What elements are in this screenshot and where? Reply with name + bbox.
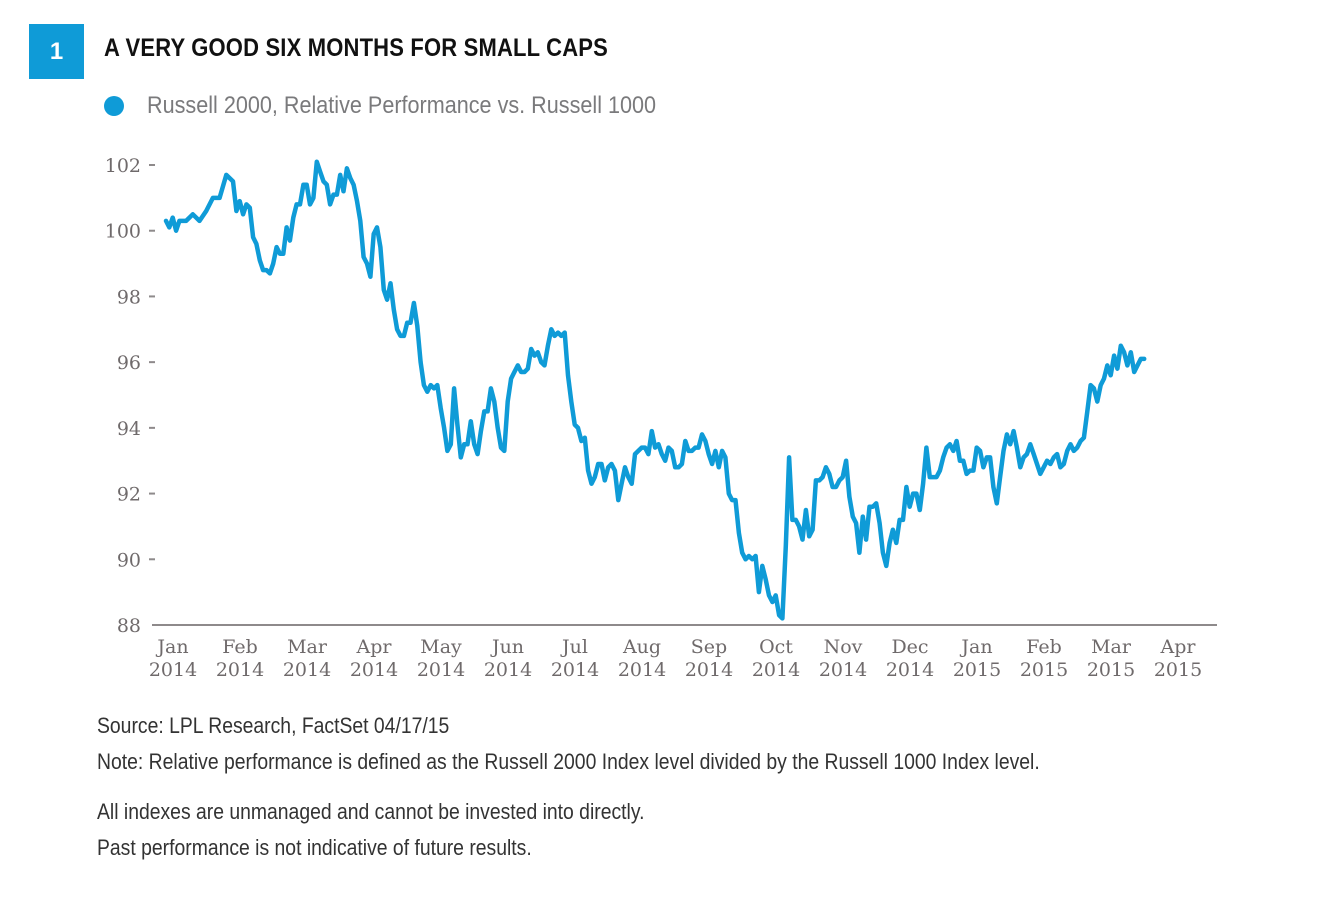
x-tick-year: 2015 <box>1020 659 1068 681</box>
y-tick-label: 102 <box>105 155 141 177</box>
figure-number-badge: 1 <box>29 24 84 79</box>
x-tick-year: 2015 <box>953 659 1001 681</box>
legend-marker-icon <box>104 96 124 116</box>
y-tick-label: 96 <box>117 352 141 374</box>
x-tick-month: Jan <box>959 636 992 658</box>
x-tick-year: 2014 <box>618 659 666 681</box>
x-tick-month: Feb <box>1026 636 1062 658</box>
x-tick-year: 2014 <box>551 659 599 681</box>
x-tick-month: Jan <box>155 636 188 658</box>
y-tick-label: 92 <box>117 484 141 506</box>
x-tick-month: Mar <box>287 636 328 658</box>
x-tick-year: 2014 <box>685 659 733 681</box>
legend: Russell 2000, Relative Performance vs. R… <box>104 92 713 120</box>
x-tick-month: Apr <box>1160 636 1197 658</box>
x-tick-month: Aug <box>622 636 661 658</box>
x-tick-year: 2014 <box>417 659 465 681</box>
x-tick-year: 2015 <box>1154 659 1202 681</box>
x-tick-month: Mar <box>1091 636 1132 658</box>
chart-title: A VERY GOOD SIX MONTHS FOR SMALL CAPS <box>104 34 609 62</box>
x-tick-month: May <box>420 636 462 658</box>
y-tick-label: 94 <box>117 418 141 440</box>
x-tick-year: 2015 <box>1087 659 1135 681</box>
x-tick-month: Nov <box>824 636 863 658</box>
x-tick-year: 2014 <box>350 659 398 681</box>
x-axis: Jan2014Feb2014Mar2014Apr2014May2014Jun20… <box>149 636 1202 681</box>
x-tick-month: Feb <box>222 636 258 658</box>
x-tick-year: 2014 <box>752 659 800 681</box>
disclaimer-past-performance: Past performance is not indicative of fu… <box>97 835 532 860</box>
x-tick-month: Jun <box>490 636 524 658</box>
x-tick-year: 2014 <box>283 659 331 681</box>
x-tick-year: 2014 <box>819 659 867 681</box>
legend-label: Russell 2000, Relative Performance vs. R… <box>147 92 657 119</box>
x-tick-month: Jul <box>560 636 588 658</box>
chart-notes: Source: LPL Research, FactSet 04/17/15 N… <box>97 708 1168 866</box>
y-tick-label: 90 <box>117 549 141 571</box>
disclaimer-unmanaged: All indexes are unmanaged and cannot be … <box>97 799 645 824</box>
x-tick-month: Dec <box>891 636 928 658</box>
source-note: Source: LPL Research, FactSet 04/17/15 <box>97 713 450 738</box>
x-tick-month: Oct <box>759 636 793 658</box>
x-tick-year: 2014 <box>886 659 934 681</box>
x-tick-month: Sep <box>691 636 727 658</box>
x-tick-year: 2014 <box>149 659 197 681</box>
y-tick-label: 88 <box>117 615 141 637</box>
y-axis: 102 100 98 96 94 92 90 88 <box>105 155 155 637</box>
x-tick-year: 2014 <box>216 659 264 681</box>
y-tick-label: 100 <box>105 221 141 243</box>
x-tick-year: 2014 <box>484 659 532 681</box>
definition-note: Note: Relative performance is defined as… <box>97 749 1040 774</box>
series-line-russell-2000-relative <box>163 159 1147 621</box>
x-tick-month: Apr <box>356 636 393 658</box>
y-tick-label: 98 <box>117 286 141 308</box>
